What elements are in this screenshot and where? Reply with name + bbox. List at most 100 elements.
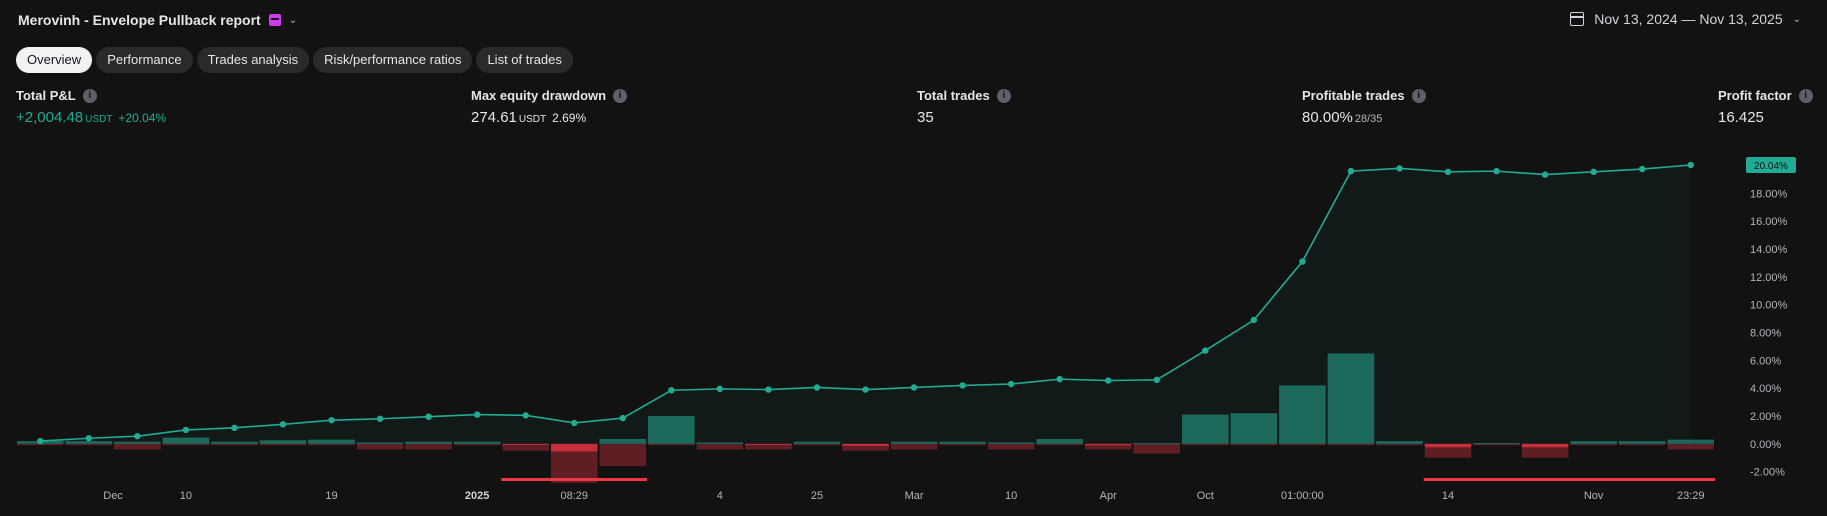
stat-label: Profitable trades xyxy=(1302,88,1405,103)
x-tick-label: 4 xyxy=(717,490,723,502)
equity-point xyxy=(182,426,190,434)
stat-value: 16.425 xyxy=(1718,109,1764,126)
trade-adverse-bar xyxy=(1133,443,1181,454)
equity-point xyxy=(1444,168,1452,176)
tab-trades-analysis[interactable]: Trades analysis xyxy=(196,47,310,73)
chevron-down-icon[interactable]: ⌄ xyxy=(288,14,298,26)
last-value-badge xyxy=(1746,157,1796,174)
equity-point xyxy=(473,411,481,418)
stat-total-pnl: Total P&L i +2,004.48 USDT +20.04% xyxy=(16,88,166,126)
y-tick-label: 10.00% xyxy=(1750,300,1788,312)
info-icon[interactable]: i xyxy=(996,88,1011,103)
tab-list-of-trades[interactable]: List of trades xyxy=(476,47,573,73)
stat-value: 274.61 xyxy=(471,109,517,126)
y-tick-label: 6.00% xyxy=(1750,355,1781,367)
trade-adverse-bar xyxy=(1667,443,1714,450)
stat-profit-factor: Profit factor i 16.425 xyxy=(1718,88,1813,126)
trade-adverse-bar xyxy=(308,443,355,446)
y-tick-label: 8.00% xyxy=(1750,328,1781,340)
trade-return-bar xyxy=(356,442,404,444)
trade-adverse-bar xyxy=(17,443,64,446)
trade-adverse-bar xyxy=(1473,443,1520,446)
stat-percent: +20.04% xyxy=(118,111,167,125)
tab-performance[interactable]: Performance xyxy=(96,47,193,73)
equity-point xyxy=(668,387,675,394)
trade-adverse-bar xyxy=(987,443,1035,450)
trade-return-bar xyxy=(1279,385,1326,444)
equity-point xyxy=(85,435,93,442)
stat-value: +2,004.48 xyxy=(16,109,84,126)
trade-return-bar xyxy=(65,441,113,444)
trade-return-bar xyxy=(745,443,792,445)
trade-adverse-bar xyxy=(162,443,210,446)
trade-adverse-bar xyxy=(211,443,258,446)
trade-return-bar xyxy=(1521,443,1569,448)
trade-adverse-bar xyxy=(793,443,841,446)
equity-point xyxy=(1541,171,1549,178)
trade-return-bar xyxy=(599,438,647,444)
trade-adverse-bar xyxy=(1230,443,1278,446)
date-range-picker[interactable]: Nov 13, 2024 — Nov 13, 2025 ⌄ xyxy=(1570,11,1801,27)
equity-point xyxy=(134,432,141,440)
equity-point xyxy=(1056,375,1063,383)
trade-return-bar xyxy=(1424,443,1472,448)
y-tick-label: 16.00% xyxy=(1750,216,1788,228)
info-icon[interactable]: i xyxy=(1798,88,1813,103)
info-icon[interactable]: i xyxy=(1411,88,1426,103)
x-tick-label: Apr xyxy=(1100,490,1117,502)
trade-return-bar xyxy=(550,443,598,452)
stat-value: 35 xyxy=(917,109,934,126)
y-tick-label: 12.00% xyxy=(1750,272,1788,284)
report-tabs: Overview Performance Trades analysis Ris… xyxy=(16,47,573,73)
x-tick-label: 14 xyxy=(1442,490,1454,502)
equity-point xyxy=(571,419,578,427)
report-header[interactable]: Merovinh - Envelope Pullback report ⌄ xyxy=(18,12,297,28)
info-icon[interactable]: i xyxy=(613,88,628,103)
x-tick-label: Oct xyxy=(1197,490,1214,502)
trade-adverse-bar xyxy=(1618,443,1666,446)
tab-risk-performance-ratios[interactable]: Risk/performance ratios xyxy=(313,47,473,73)
trade-adverse-bar xyxy=(259,443,307,446)
stat-unit: USDT xyxy=(518,114,547,125)
x-tick-label: Mar xyxy=(905,490,924,502)
trade-return-bar xyxy=(1376,441,1423,444)
trade-return-bar xyxy=(1230,413,1278,444)
trade-adverse-bar xyxy=(1182,443,1229,446)
stat-value: 80.00% xyxy=(1302,109,1353,126)
drawdown-bar xyxy=(501,478,648,481)
trade-return-bar xyxy=(648,416,695,444)
x-tick-label: 19 xyxy=(325,490,337,502)
trade-adverse-bar xyxy=(599,443,647,467)
equity-point xyxy=(376,415,384,422)
trade-adverse-bar xyxy=(356,443,404,450)
equity-point xyxy=(1493,167,1500,175)
x-tick-label: 2025 xyxy=(465,490,489,502)
calendar-icon xyxy=(1570,12,1585,26)
flag-icon xyxy=(268,14,281,26)
trade-return-bar xyxy=(502,443,549,445)
equity-point xyxy=(862,386,869,393)
equity-point xyxy=(1250,316,1258,324)
equity-point xyxy=(1396,165,1403,172)
info-icon[interactable]: i xyxy=(82,88,97,103)
x-tick-label: 25 xyxy=(811,490,823,502)
trade-adverse-bar xyxy=(1376,443,1423,446)
trade-adverse-bar xyxy=(890,443,938,450)
trade-return-bar xyxy=(1036,438,1083,444)
equity-point xyxy=(279,421,287,428)
x-tick-label: 23:29 xyxy=(1677,490,1705,502)
tab-overview[interactable]: Overview xyxy=(16,47,93,73)
equity-point xyxy=(716,385,724,393)
trade-adverse-bar xyxy=(453,443,501,446)
y-tick-label: 2.00% xyxy=(1750,411,1781,423)
equity-point xyxy=(231,424,238,432)
trade-adverse-bar xyxy=(405,443,452,450)
trade-adverse-bar xyxy=(1279,443,1326,446)
x-tick-label: 08:29 xyxy=(560,490,588,502)
x-tick-label: 01:00:00 xyxy=(1281,490,1324,502)
last-value-label: 20.04% xyxy=(1754,161,1788,172)
trade-return-bar xyxy=(939,441,986,444)
trade-adverse-bar xyxy=(1036,443,1083,446)
trade-adverse-bar xyxy=(842,443,889,451)
